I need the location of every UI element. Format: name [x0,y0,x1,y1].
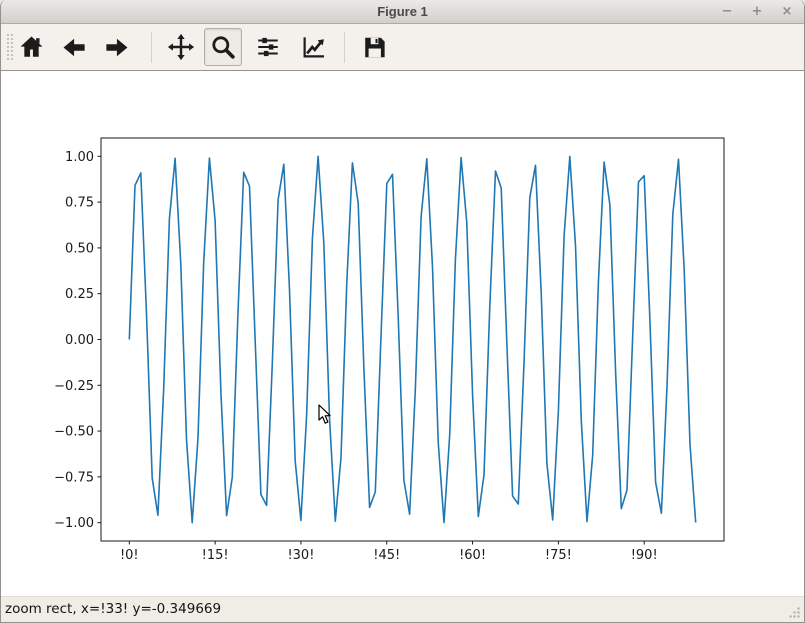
window-controls: − + × [720,0,794,24]
x-tick-label: !30! [287,548,314,563]
y-tick-label: 0.75 [65,196,94,211]
customize-plot-icon [303,36,324,57]
x-tick-label: !90! [631,548,658,563]
pan-icon [167,33,195,61]
toolbar [1,24,804,71]
x-tick-label: !0! [120,548,139,563]
save-button[interactable] [355,28,393,66]
x-tick-label: !15! [202,548,229,563]
y-tick-label: −0.75 [54,470,94,485]
home-icon [20,36,42,57]
back-arrow-icon [63,38,85,56]
subplots-sliders-icon [258,37,278,57]
back-button[interactable] [55,28,93,66]
resize-grip-icon[interactable] [787,605,801,619]
save-icon [364,37,385,57]
pan-button[interactable] [162,28,200,66]
sine-wave-line [128,155,697,524]
toolbar-grip [6,33,14,62]
close-icon[interactable]: × [781,4,793,19]
y-tick-label: 1.00 [65,150,94,165]
subplots-button[interactable] [249,28,287,66]
y-tick-label: −1.00 [54,516,94,531]
y-tick-label: 0.25 [65,287,94,302]
x-tick-label: !75! [545,548,572,563]
y-tick-label: 0.00 [65,333,94,348]
forward-arrow-icon [105,38,127,56]
toolbar-separator [344,32,345,63]
window-title: Figure 1 [377,4,428,19]
home-button[interactable] [12,28,50,66]
minimize-icon[interactable]: − [721,4,733,19]
y-tick-label: −0.25 [54,379,94,394]
y-tick-label: −0.50 [54,425,94,440]
customize-button[interactable] [294,28,332,66]
maximize-icon[interactable]: + [751,4,763,19]
x-tick-label: !45! [373,548,400,563]
plot-area: !0! !15! !30! !45! !60! !75! !90! −1.00 −0.75 −0.… [54,137,725,563]
statusbar: zoom rect, x=!33! y=-0.349669 [1,596,804,622]
figure-canvas[interactable]: !0! !15! !30! !45! !60! !75! !90! −1.00 −0.75 −0.… [1,71,804,596]
zoom-button[interactable] [204,28,242,66]
titlebar[interactable]: Figure 1 − + × [1,0,804,24]
x-tick-label: !60! [459,548,486,563]
y-tick-label: 0.50 [65,241,94,256]
forward-button[interactable] [97,28,135,66]
status-message: zoom rect, x=!33! y=-0.349669 [5,601,222,617]
toolbar-separator [151,32,152,63]
zoom-icon [212,36,235,59]
